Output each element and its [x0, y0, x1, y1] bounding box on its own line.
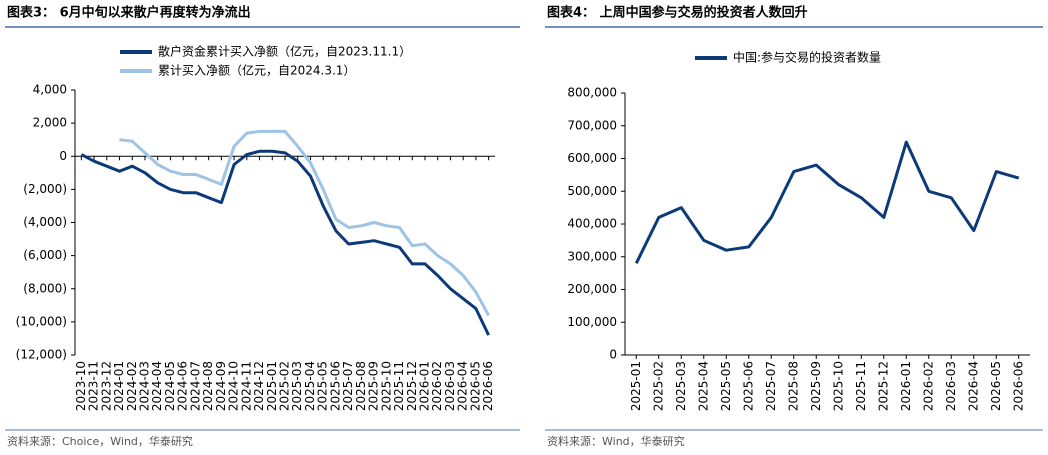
x-tick-label: 2024-01 — [112, 361, 126, 411]
x-tick-label: 2024-11 — [239, 361, 253, 411]
x-tick-label: 2026-01 — [899, 361, 913, 411]
y-tick-label: 4,000 — [33, 83, 67, 97]
x-tick-label: 2025-06 — [741, 361, 755, 411]
x-tick-label: 2025-05 — [719, 361, 733, 411]
y-tick-label: (10,000) — [16, 314, 67, 328]
chart-title: 图表4： 上周中国参与交易的投资者人数回升 — [547, 5, 808, 21]
x-tick-label: 2024-05 — [163, 361, 177, 411]
legend-label: 累计买入净额（亿元，自2024.3.1） — [158, 63, 355, 78]
y-tick-label: 0 — [59, 149, 67, 163]
x-tick-label: 2025-01 — [629, 361, 643, 411]
x-tick-label: 2025-08 — [354, 361, 368, 411]
y-tick-label: 800,000 — [567, 86, 617, 100]
x-tick-label: 2024-12 — [252, 361, 266, 411]
x-tick-label: 2025-09 — [367, 361, 381, 411]
x-tick-label: 2025-08 — [786, 361, 800, 411]
x-tick-label: 2024-09 — [214, 361, 228, 411]
x-tick-label: 2025-02 — [278, 361, 292, 411]
x-tick-label: 2026-04 — [456, 361, 470, 411]
source: 资料来源：Choice，Wind，华泰研究 — [7, 434, 193, 448]
line-series — [119, 129, 490, 317]
x-tick-label: 2025-10 — [379, 361, 393, 411]
x-tick-label: 2025-10 — [831, 361, 845, 411]
x-tick-label: 2024-02 — [125, 361, 139, 411]
source: 资料来源：Wind，华泰研究 — [547, 434, 685, 448]
line-series — [634, 140, 1020, 264]
x-tick-label: 2023-12 — [99, 361, 113, 411]
x-tick-label: 2025-06 — [328, 361, 342, 411]
y-tick-label: (2,000) — [23, 182, 67, 196]
x-tick-label: 2025-07 — [764, 361, 778, 411]
legend-label: 中国:参与交易的投资者数量 — [733, 50, 881, 65]
y-tick-label: 100,000 — [567, 315, 617, 329]
x-tick-label: 2025-05 — [316, 361, 330, 411]
y-tick-label: 700,000 — [567, 118, 617, 132]
x-tick-label: 2026-04 — [966, 361, 980, 411]
chart-title: 图表3： 6月中旬以来散户再度转为净流出 — [7, 5, 251, 21]
x-tick-label: 2026-06 — [1011, 361, 1025, 411]
x-tick-label: 2026-02 — [430, 361, 444, 411]
x-tick-label: 2024-10 — [227, 361, 241, 411]
legend-label: 散户资金累计买入净额（亿元，自2023.11.1） — [158, 44, 411, 59]
x-tick-label: 2024-08 — [201, 361, 215, 411]
x-tick-label: 2025-12 — [405, 361, 419, 411]
y-tick-label: 400,000 — [567, 217, 617, 231]
x-tick-label: 2026-05 — [989, 361, 1003, 411]
x-tick-label: 2025-04 — [303, 361, 317, 411]
x-tick-label: 2023-11 — [87, 361, 101, 411]
y-tick-label: (12,000) — [16, 348, 67, 362]
x-tick-label: 2024-03 — [138, 361, 152, 411]
x-tick-label: 2024-07 — [188, 361, 202, 411]
x-tick-label: 2025-02 — [651, 361, 665, 411]
x-tick-label: 2024-06 — [176, 361, 190, 411]
x-tick-label: 2025-09 — [809, 361, 823, 411]
x-tick-label: 2025-03 — [674, 361, 688, 411]
x-tick-label: 2026-03 — [443, 361, 457, 411]
x-tick-label: 2026-01 — [418, 361, 432, 411]
y-tick-label: (8,000) — [23, 281, 67, 295]
x-tick-label: 2026-05 — [468, 361, 482, 411]
y-tick-label: (6,000) — [23, 248, 67, 262]
x-tick-label: 2025-07 — [341, 361, 355, 411]
y-tick-label: 300,000 — [567, 249, 617, 263]
y-tick-label: 200,000 — [567, 282, 617, 296]
y-tick-label: 0 — [609, 348, 617, 362]
x-tick-label: 2024-04 — [150, 361, 164, 411]
x-tick-label: 2025-12 — [876, 361, 890, 411]
y-tick-label: (4,000) — [23, 215, 67, 229]
y-tick-label: 600,000 — [567, 151, 617, 165]
x-tick-label: 2023-10 — [74, 361, 88, 411]
x-tick-label: 2025-03 — [290, 361, 304, 411]
y-tick-label: 500,000 — [567, 184, 617, 198]
x-tick-label: 2025-01 — [265, 361, 279, 411]
x-tick-label: 2026-02 — [921, 361, 935, 411]
x-tick-label: 2026-06 — [481, 361, 495, 411]
x-tick-label: 2026-03 — [944, 361, 958, 411]
line-series — [80, 149, 490, 336]
x-tick-label: 2025-04 — [696, 361, 710, 411]
x-tick-label: 2025-11 — [854, 361, 868, 411]
y-tick-label: 2,000 — [33, 116, 67, 130]
x-tick-label: 2025-11 — [392, 361, 406, 411]
